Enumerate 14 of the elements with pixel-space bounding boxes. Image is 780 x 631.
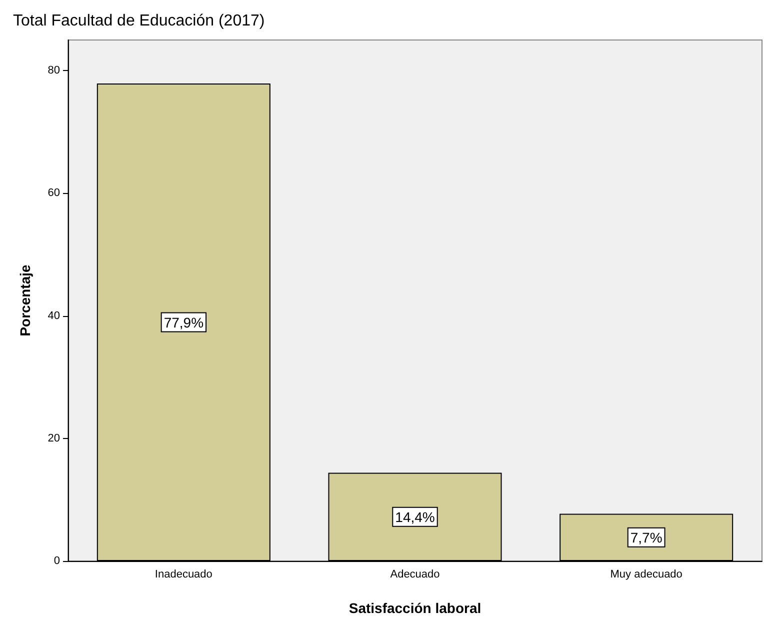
- y-tick-label: 80: [48, 64, 60, 77]
- y-axis-title: Porcentaje: [17, 264, 33, 336]
- data-label: 14,4%: [395, 508, 435, 525]
- data-label: 77,9%: [164, 314, 204, 330]
- y-tick-label: 40: [48, 310, 60, 322]
- x-tick-label: Adecuado: [390, 568, 440, 580]
- y-tick-label: 0: [54, 555, 60, 567]
- y-tick-label: 20: [48, 432, 60, 444]
- chart-title: Total Facultad de Educación (2017): [13, 12, 265, 30]
- y-tick-label: 60: [48, 187, 60, 200]
- data-label: 7,7%: [630, 529, 662, 546]
- x-tick-label: Muy adecuado: [610, 568, 682, 580]
- x-tick-label: Inadecuado: [154, 568, 212, 580]
- x-axis-title: Satisfacción laboral: [348, 600, 482, 616]
